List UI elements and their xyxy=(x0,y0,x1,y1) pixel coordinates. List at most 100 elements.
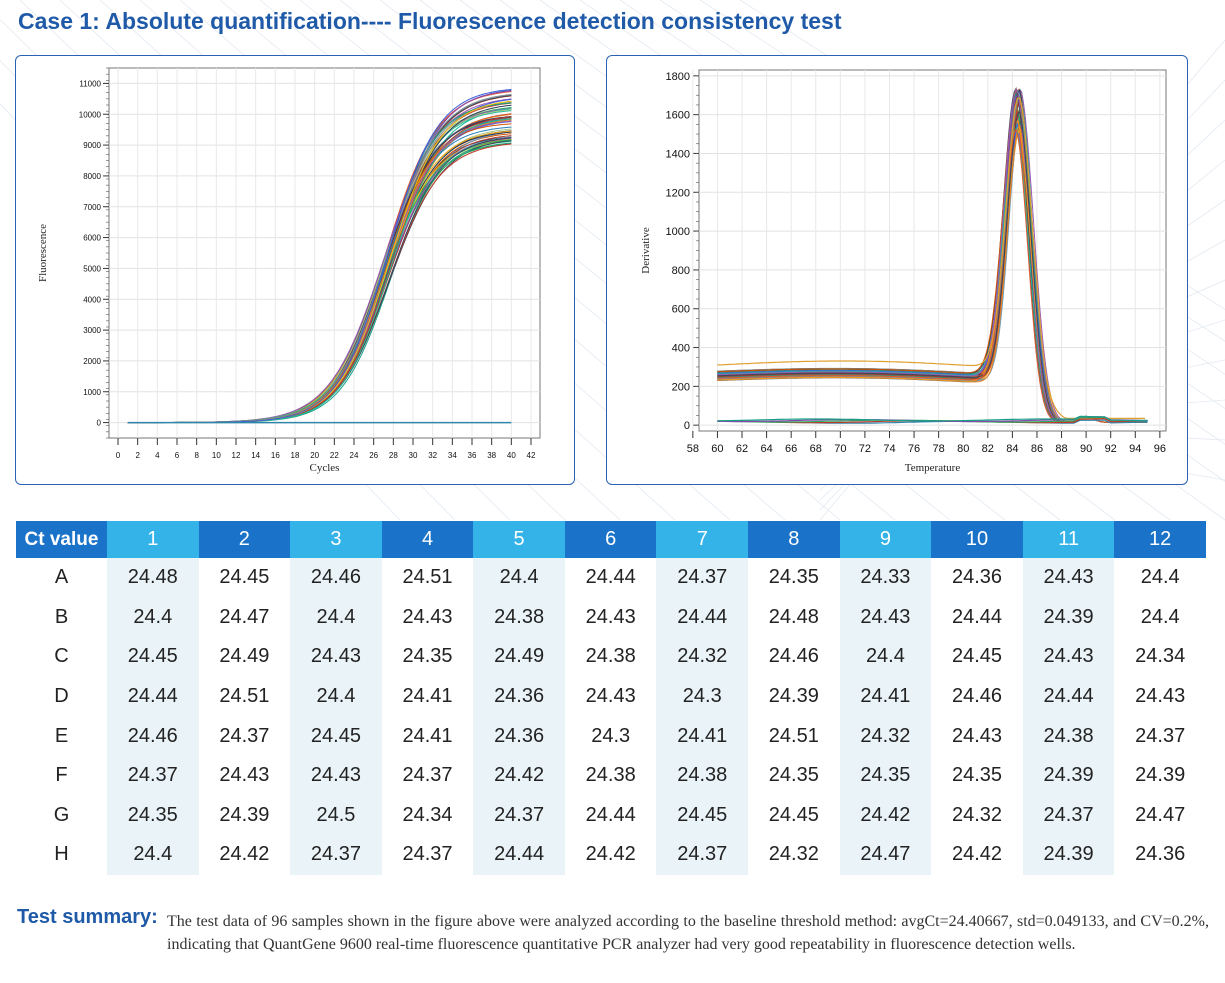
ct-cell: 24.42 xyxy=(564,835,657,875)
ct-cell: 24.44 xyxy=(564,558,657,598)
ct-cell: 24.41 xyxy=(656,716,749,756)
ct-cell: 24.49 xyxy=(198,637,291,677)
x-tick-label: 38 xyxy=(487,451,496,460)
ct-cell: 24.45 xyxy=(107,637,199,677)
ct-cell: 24.43 xyxy=(198,755,291,796)
y-tick-label: 5000 xyxy=(83,264,101,273)
y-tick-label: 10000 xyxy=(79,110,102,119)
table-header-label: Ct value xyxy=(16,521,107,558)
y-tick-label: 200 xyxy=(672,381,690,393)
ct-cell: 24.43 xyxy=(1022,637,1115,677)
ct-cell: 24.42 xyxy=(839,795,932,836)
x-tick-label: 14 xyxy=(251,451,260,460)
ct-cell: 24.39 xyxy=(1022,835,1115,875)
y-tick-label: 9000 xyxy=(83,141,101,150)
ct-cell: 24.43 xyxy=(381,597,474,638)
table-row: C 24.45 24.49 24.43 24.35 24.49 24.38 24.32 24.4… xyxy=(16,637,1206,677)
x-tick-label: 64 xyxy=(760,443,772,455)
ct-cell: 24.45 xyxy=(290,716,382,756)
y-tick-label: 6000 xyxy=(83,234,101,243)
ct-cell: 24.35 xyxy=(839,755,932,796)
flat-curves xyxy=(717,415,1148,424)
x-tick-label: 68 xyxy=(810,443,822,455)
x-tick-label: 72 xyxy=(859,443,871,455)
table-row: B 24.4 24.47 24.4 24.43 24.38 24.43 24.44 24.48 2… xyxy=(16,597,1206,638)
x-axis-label: Temperature xyxy=(905,462,961,474)
y-tick-label: 0 xyxy=(97,419,102,428)
ct-cell: 24.35 xyxy=(748,558,840,598)
x-tick-label: 76 xyxy=(908,443,920,455)
y-tick-label: 1600 xyxy=(666,110,690,122)
table-row: E 24.46 24.37 24.45 24.41 24.36 24.3 24.41 24.51… xyxy=(16,716,1206,756)
table-row: D 24.44 24.51 24.4 24.41 24.36 24.43 24.3 24.39 2… xyxy=(16,676,1206,717)
ct-cell: 24.51 xyxy=(381,558,474,598)
ct-cell: 24.39 xyxy=(1022,755,1115,796)
summary-text: The test data of 96 samples shown in the… xyxy=(167,913,1209,953)
ct-cell: 24.43 xyxy=(839,597,932,638)
ct-cell: 24.38 xyxy=(564,637,657,677)
x-tick-label: 12 xyxy=(232,451,241,460)
ct-cell: 24.4 xyxy=(290,597,382,638)
table-row: G 24.35 24.39 24.5 24.34 24.37 24.44 24.45 24.45… xyxy=(16,795,1206,836)
y-tick-label: 400 xyxy=(672,343,690,355)
row-label: E xyxy=(16,716,107,756)
x-tick-label: 2 xyxy=(135,451,140,460)
ct-cell: 24.51 xyxy=(198,676,291,717)
y-tick-label: 7000 xyxy=(83,203,101,212)
column-header-8: 8 xyxy=(748,521,840,558)
ct-cell: 24.3 xyxy=(564,716,657,756)
ct-cell: 24.36 xyxy=(931,558,1023,598)
x-tick-label: 16 xyxy=(271,451,280,460)
melt-curve-chart-panel: 0 200 400 600 800 1000 1200 1400 1600 1800 58 60 62 6… xyxy=(606,55,1188,485)
ct-cell: 24.32 xyxy=(656,637,749,677)
x-tick-label: 6 xyxy=(175,451,180,460)
ct-cell: 24.4 xyxy=(839,637,932,677)
y-axis-label: Derivative xyxy=(640,227,652,274)
ct-cell: 24.38 xyxy=(473,597,565,638)
ct-cell: 24.37 xyxy=(107,755,199,796)
ct-cell: 24.44 xyxy=(107,676,199,717)
ct-cell: 24.43 xyxy=(931,716,1023,756)
table-row: A 24.48 24.45 24.46 24.51 24.4 24.44 24.37 24.35… xyxy=(16,558,1206,598)
column-header-4: 4 xyxy=(381,521,474,558)
page-title: Case 1: Absolute quantification---- Fluo… xyxy=(18,8,842,34)
ct-cell: 24.4 xyxy=(473,558,565,598)
ct-cell: 24.39 xyxy=(198,795,291,836)
ct-cell: 24.35 xyxy=(107,795,199,836)
amplification-chart: 0100020003000400050006000700080009000100… xyxy=(37,67,541,474)
x-tick-label: 22 xyxy=(330,451,339,460)
row-label: C xyxy=(16,637,107,677)
x-tick-label: 26 xyxy=(369,451,378,460)
ct-cell: 24.36 xyxy=(473,716,565,756)
ct-cell: 24.45 xyxy=(748,795,840,836)
x-tick-label: 62 xyxy=(736,443,748,455)
row-label: G xyxy=(16,795,107,836)
x-tick-label: 10 xyxy=(212,451,221,460)
x-tick-label: 84 xyxy=(1006,443,1018,455)
x-tick-label: 24 xyxy=(350,451,359,460)
ct-cell: 24.41 xyxy=(839,676,932,717)
x-tick-label: 86 xyxy=(1031,443,1043,455)
ct-cell: 24.37 xyxy=(1114,716,1206,756)
ct-cell: 24.44 xyxy=(931,597,1023,638)
x-tick-label: 80 xyxy=(957,443,969,455)
row-label: F xyxy=(16,755,107,796)
ct-cell: 24.4 xyxy=(1114,558,1206,598)
x-tick-label: 32 xyxy=(428,451,437,460)
ct-cell: 24.38 xyxy=(564,755,657,796)
ct-cell: 24.39 xyxy=(1114,755,1206,796)
x-tick-label: 40 xyxy=(507,451,516,460)
ct-cell: 24.44 xyxy=(656,597,749,638)
column-header-9: 9 xyxy=(839,521,932,558)
x-tick-label: 20 xyxy=(310,451,319,460)
melt-curve-chart: 0 200 400 600 800 1000 1200 1400 1600 1800 58 60 62 6… xyxy=(640,69,1167,474)
x-tick-label: 36 xyxy=(468,451,477,460)
x-tick-label: 94 xyxy=(1129,443,1141,455)
column-header-6: 6 xyxy=(564,521,657,558)
ct-cell: 24.47 xyxy=(839,835,932,875)
ct-cell: 24.48 xyxy=(107,558,199,598)
ct-cell: 24.44 xyxy=(564,795,657,836)
ct-cell: 24.37 xyxy=(290,835,382,875)
table-row: H 24.4 24.42 24.37 24.37 24.44 24.42 24.37 24.32… xyxy=(16,835,1206,875)
ct-cell: 24.51 xyxy=(748,716,840,756)
